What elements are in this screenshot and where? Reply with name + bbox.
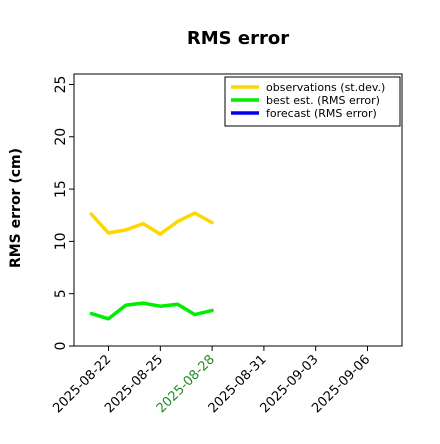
series-line-0 (89, 211, 214, 236)
legend: observations (st.dev.)best est. (RMS err… (224, 76, 401, 127)
legend-label-2: forecast (RMS error) (266, 107, 377, 120)
y-tick-label: 0 (53, 342, 69, 351)
y-tick-label: 25 (53, 76, 69, 94)
series-line-1 (89, 301, 214, 321)
chart-title: RMS error (187, 28, 289, 49)
legend-label-0: observations (st.dev.) (266, 81, 385, 94)
plot-frame (73, 73, 403, 347)
y-tick-label: 5 (53, 289, 69, 298)
axis-layer: 05101520252025-08-222025-08-252025-08-28… (50, 76, 373, 417)
y-axis-label: RMS error (cm) (8, 148, 24, 268)
y-tick-label: 15 (53, 180, 69, 198)
y-tick-label: 10 (53, 232, 69, 250)
y-tick-label: 20 (53, 128, 69, 146)
legend-label-1: best est. (RMS error) (266, 94, 380, 107)
plot-layer (89, 211, 214, 321)
